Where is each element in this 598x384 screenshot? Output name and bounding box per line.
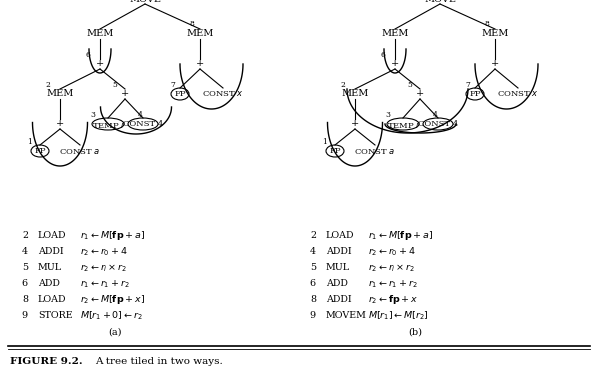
Text: CONST 4: CONST 4 — [123, 120, 163, 128]
Text: MOVE: MOVE — [129, 0, 161, 3]
Text: FIGURE 9.2.: FIGURE 9.2. — [10, 358, 83, 366]
Text: 1: 1 — [322, 138, 328, 146]
Text: MUL: MUL — [326, 263, 350, 273]
Text: 8: 8 — [310, 296, 316, 305]
Text: 5: 5 — [22, 263, 28, 273]
Text: +: + — [491, 60, 499, 68]
Text: +: + — [196, 60, 204, 68]
Text: MOVEM: MOVEM — [326, 311, 367, 321]
Text: MEM: MEM — [187, 30, 213, 38]
Text: LOAD: LOAD — [38, 232, 66, 240]
Text: MUL: MUL — [38, 263, 62, 273]
Text: 3: 3 — [90, 111, 96, 119]
Text: A tree tiled in two ways.: A tree tiled in two ways. — [95, 358, 222, 366]
Text: $r_2 \leftarrow \mathbf{fp} + x$: $r_2 \leftarrow \mathbf{fp} + x$ — [368, 293, 419, 306]
Text: +: + — [56, 119, 64, 129]
Text: MEM: MEM — [341, 89, 369, 99]
Text: 6: 6 — [380, 51, 386, 59]
Text: $r_1 \leftarrow r_1 + r_2$: $r_1 \leftarrow r_1 + r_2$ — [80, 278, 130, 290]
Text: LOAD: LOAD — [326, 232, 355, 240]
Text: TEMP $i$: TEMP $i$ — [386, 119, 419, 129]
Text: 8: 8 — [190, 20, 194, 28]
Text: $M[r_1] \leftarrow M[r_2]$: $M[r_1] \leftarrow M[r_2]$ — [368, 310, 429, 322]
Text: FP: FP — [34, 147, 46, 155]
Text: 2: 2 — [22, 232, 28, 240]
Text: ADDI: ADDI — [326, 296, 352, 305]
Text: ADDI: ADDI — [38, 248, 63, 257]
Text: FP: FP — [174, 90, 186, 98]
Text: CONST $x$: CONST $x$ — [497, 89, 539, 99]
Text: 7: 7 — [466, 81, 471, 89]
Text: $r_1 \leftarrow r_1 + r_2$: $r_1 \leftarrow r_1 + r_2$ — [368, 278, 417, 290]
Text: $r_2 \leftarrow r_i \times r_2$: $r_2 \leftarrow r_i \times r_2$ — [368, 262, 415, 274]
Text: 6: 6 — [86, 51, 90, 59]
Text: 4: 4 — [138, 111, 142, 119]
Text: 7: 7 — [170, 81, 175, 89]
Text: TEMP $i$: TEMP $i$ — [91, 119, 124, 129]
Text: LOAD: LOAD — [38, 296, 66, 305]
Text: (b): (b) — [408, 328, 422, 336]
Text: +: + — [391, 60, 399, 68]
Text: MOVE: MOVE — [424, 0, 456, 3]
Text: ADD: ADD — [38, 280, 60, 288]
Text: +: + — [121, 89, 129, 99]
Text: CONST $a$: CONST $a$ — [355, 147, 396, 156]
Text: ADDI: ADDI — [326, 248, 352, 257]
Text: 4: 4 — [310, 248, 316, 257]
Text: MEM: MEM — [481, 30, 509, 38]
Text: STORE: STORE — [38, 311, 72, 321]
Text: 5: 5 — [408, 81, 413, 89]
Text: 8: 8 — [22, 296, 28, 305]
Text: +: + — [351, 119, 359, 129]
Text: CONST 4: CONST 4 — [418, 120, 458, 128]
Text: MEM: MEM — [46, 89, 74, 99]
Text: 5: 5 — [310, 263, 316, 273]
Text: 2: 2 — [310, 232, 316, 240]
Text: FP: FP — [469, 90, 481, 98]
Text: +: + — [96, 60, 104, 68]
Text: $M[r_1 + 0] \leftarrow r_2$: $M[r_1 + 0] \leftarrow r_2$ — [80, 310, 143, 322]
Text: 3: 3 — [386, 111, 390, 119]
Text: (a): (a) — [108, 328, 122, 336]
Text: +: + — [416, 89, 424, 99]
Text: CONST $x$: CONST $x$ — [202, 89, 244, 99]
Text: $r_2 \leftarrow r_i \times r_2$: $r_2 \leftarrow r_i \times r_2$ — [80, 262, 127, 274]
Text: MEM: MEM — [86, 30, 114, 38]
Text: 8: 8 — [484, 20, 489, 28]
Text: $r_1 \leftarrow M[\mathbf{fp} + a]$: $r_1 \leftarrow M[\mathbf{fp} + a]$ — [368, 230, 434, 243]
Text: 9: 9 — [22, 311, 28, 321]
Text: 5: 5 — [112, 81, 117, 89]
Text: 6: 6 — [310, 280, 316, 288]
Text: 2: 2 — [45, 81, 50, 89]
Text: ADD: ADD — [326, 280, 348, 288]
Text: 6: 6 — [22, 280, 28, 288]
Text: 2: 2 — [341, 81, 346, 89]
Text: MEM: MEM — [382, 30, 408, 38]
Text: FP: FP — [329, 147, 341, 155]
Text: 4: 4 — [432, 111, 438, 119]
Text: $r_2 \leftarrow M[\mathbf{fp} + x]$: $r_2 \leftarrow M[\mathbf{fp} + x]$ — [80, 293, 145, 306]
Text: 9: 9 — [310, 311, 316, 321]
Text: $r_2 \leftarrow r_0 + 4$: $r_2 \leftarrow r_0 + 4$ — [368, 246, 416, 258]
Text: CONST $a$: CONST $a$ — [59, 147, 100, 156]
Text: $r_2 \leftarrow r_0 + 4$: $r_2 \leftarrow r_0 + 4$ — [80, 246, 127, 258]
Text: 4: 4 — [22, 248, 28, 257]
Text: 1: 1 — [28, 138, 32, 146]
Text: $r_1 \leftarrow M[\mathbf{fp} + a]$: $r_1 \leftarrow M[\mathbf{fp} + a]$ — [80, 230, 145, 243]
